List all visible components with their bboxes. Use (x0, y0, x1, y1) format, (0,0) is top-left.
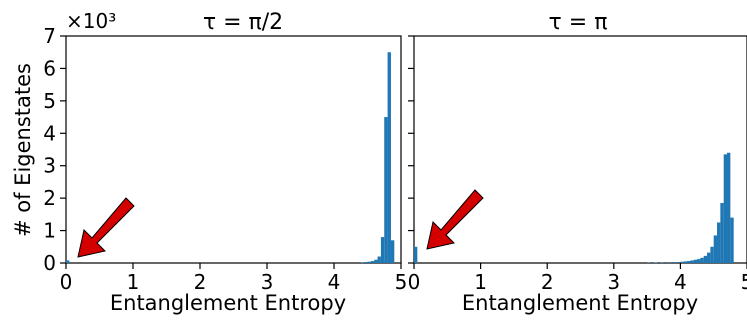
right-title: τ = π (549, 10, 608, 35)
bar-p1-19 (723, 154, 728, 263)
bar-p0-2 (364, 262, 368, 263)
left-title: τ = π/2 (203, 10, 283, 35)
left-histogram-bars (66, 52, 395, 264)
left-x-ticks: 0 1 2 3 4 5 (60, 263, 408, 294)
right-plot-frame (413, 35, 747, 264)
bar-p0-5 (374, 259, 378, 263)
bar-p1-4 (667, 262, 671, 263)
bar-p1-14 (707, 252, 711, 263)
xtick-label-p0-0: 0 (60, 270, 73, 294)
bar-p1-7 (683, 261, 688, 263)
bar-p1-16 (713, 235, 718, 263)
xtick-label-p0-5: 5 (395, 270, 408, 294)
bar-p1-12 (700, 257, 704, 263)
bar-p0-3 (367, 261, 371, 263)
xtick-label-p1-3: 3 (607, 270, 620, 294)
right-panel: 0 1 2 3 4 5 τ = π Entanglement Entropy (408, 10, 747, 315)
left-y-ticks: 0 1 2 3 4 5 6 7 (43, 24, 66, 275)
bar-p1-20 (727, 152, 731, 263)
bar-p1-5 (673, 262, 678, 263)
xtick-label-p1-2: 2 (541, 270, 554, 294)
bar-p1-21 (730, 217, 734, 263)
ytick-label-0: 0 (43, 251, 56, 275)
right-histogram-bars (414, 152, 734, 263)
bar-p0-8 (384, 117, 388, 263)
bar-p1-9 (690, 260, 694, 263)
bar-p0-6 (377, 256, 381, 263)
ytick-label-1: 1 (43, 219, 56, 243)
bar-p0-7 (380, 237, 385, 263)
right-x-axis-label: Entanglement Entropy (462, 291, 698, 315)
bar-p1-18 (720, 203, 724, 263)
ytick-label-5: 5 (43, 89, 56, 113)
bar-p1-10 (693, 259, 698, 263)
ytick-label-7: 7 (43, 24, 56, 48)
bar-p1-0 (414, 246, 418, 263)
xtick-label-p0-4: 4 (328, 270, 341, 294)
bar-p0-10 (390, 240, 395, 263)
right-x-ticks: 0 1 2 3 4 5 (408, 35, 747, 294)
bar-p0-9 (387, 52, 391, 264)
ytick-label-3: 3 (43, 154, 56, 178)
bar-p1-15 (710, 246, 714, 263)
xtick-label-p1-5: 5 (741, 270, 747, 294)
left-plot-frame (65, 35, 402, 264)
xtick-label-p1-1: 1 (474, 270, 487, 294)
bar-p1-3 (660, 262, 664, 263)
xtick-label-p1-0: 0 (408, 270, 421, 294)
xtick-label-p1-4: 4 (674, 270, 687, 294)
xtick-label-p0-3: 3 (261, 270, 274, 294)
left-red-arrow (77, 197, 135, 258)
left-x-axis-label: Entanglement Entropy (110, 291, 346, 315)
bar-p1-6 (680, 261, 684, 263)
xtick-label-p0-2: 2 (194, 270, 207, 294)
xtick-label-p0-1: 1 (127, 270, 140, 294)
ytick-label-2: 2 (43, 186, 56, 210)
bar-p1-17 (717, 222, 721, 263)
bar-p1-13 (703, 255, 708, 263)
bar-p1-8 (687, 261, 691, 263)
ytick-label-4: 4 (43, 121, 56, 145)
bar-p1-11 (697, 259, 701, 263)
bar-p0-4 (370, 261, 375, 263)
right-red-arrow (426, 189, 484, 250)
y-axis-label: # of Eigenstates (11, 63, 35, 237)
bar-p0-1 (360, 262, 365, 263)
ytick-label-6: 6 (43, 56, 56, 80)
bar-p0-0 (66, 260, 70, 263)
left-panel: 0 1 2 3 4 5 0 1 2 3 4 5 6 7 τ = π/2 ×10³ # of Eigens… (11, 9, 407, 315)
y-multiplier: ×10³ (66, 9, 116, 33)
